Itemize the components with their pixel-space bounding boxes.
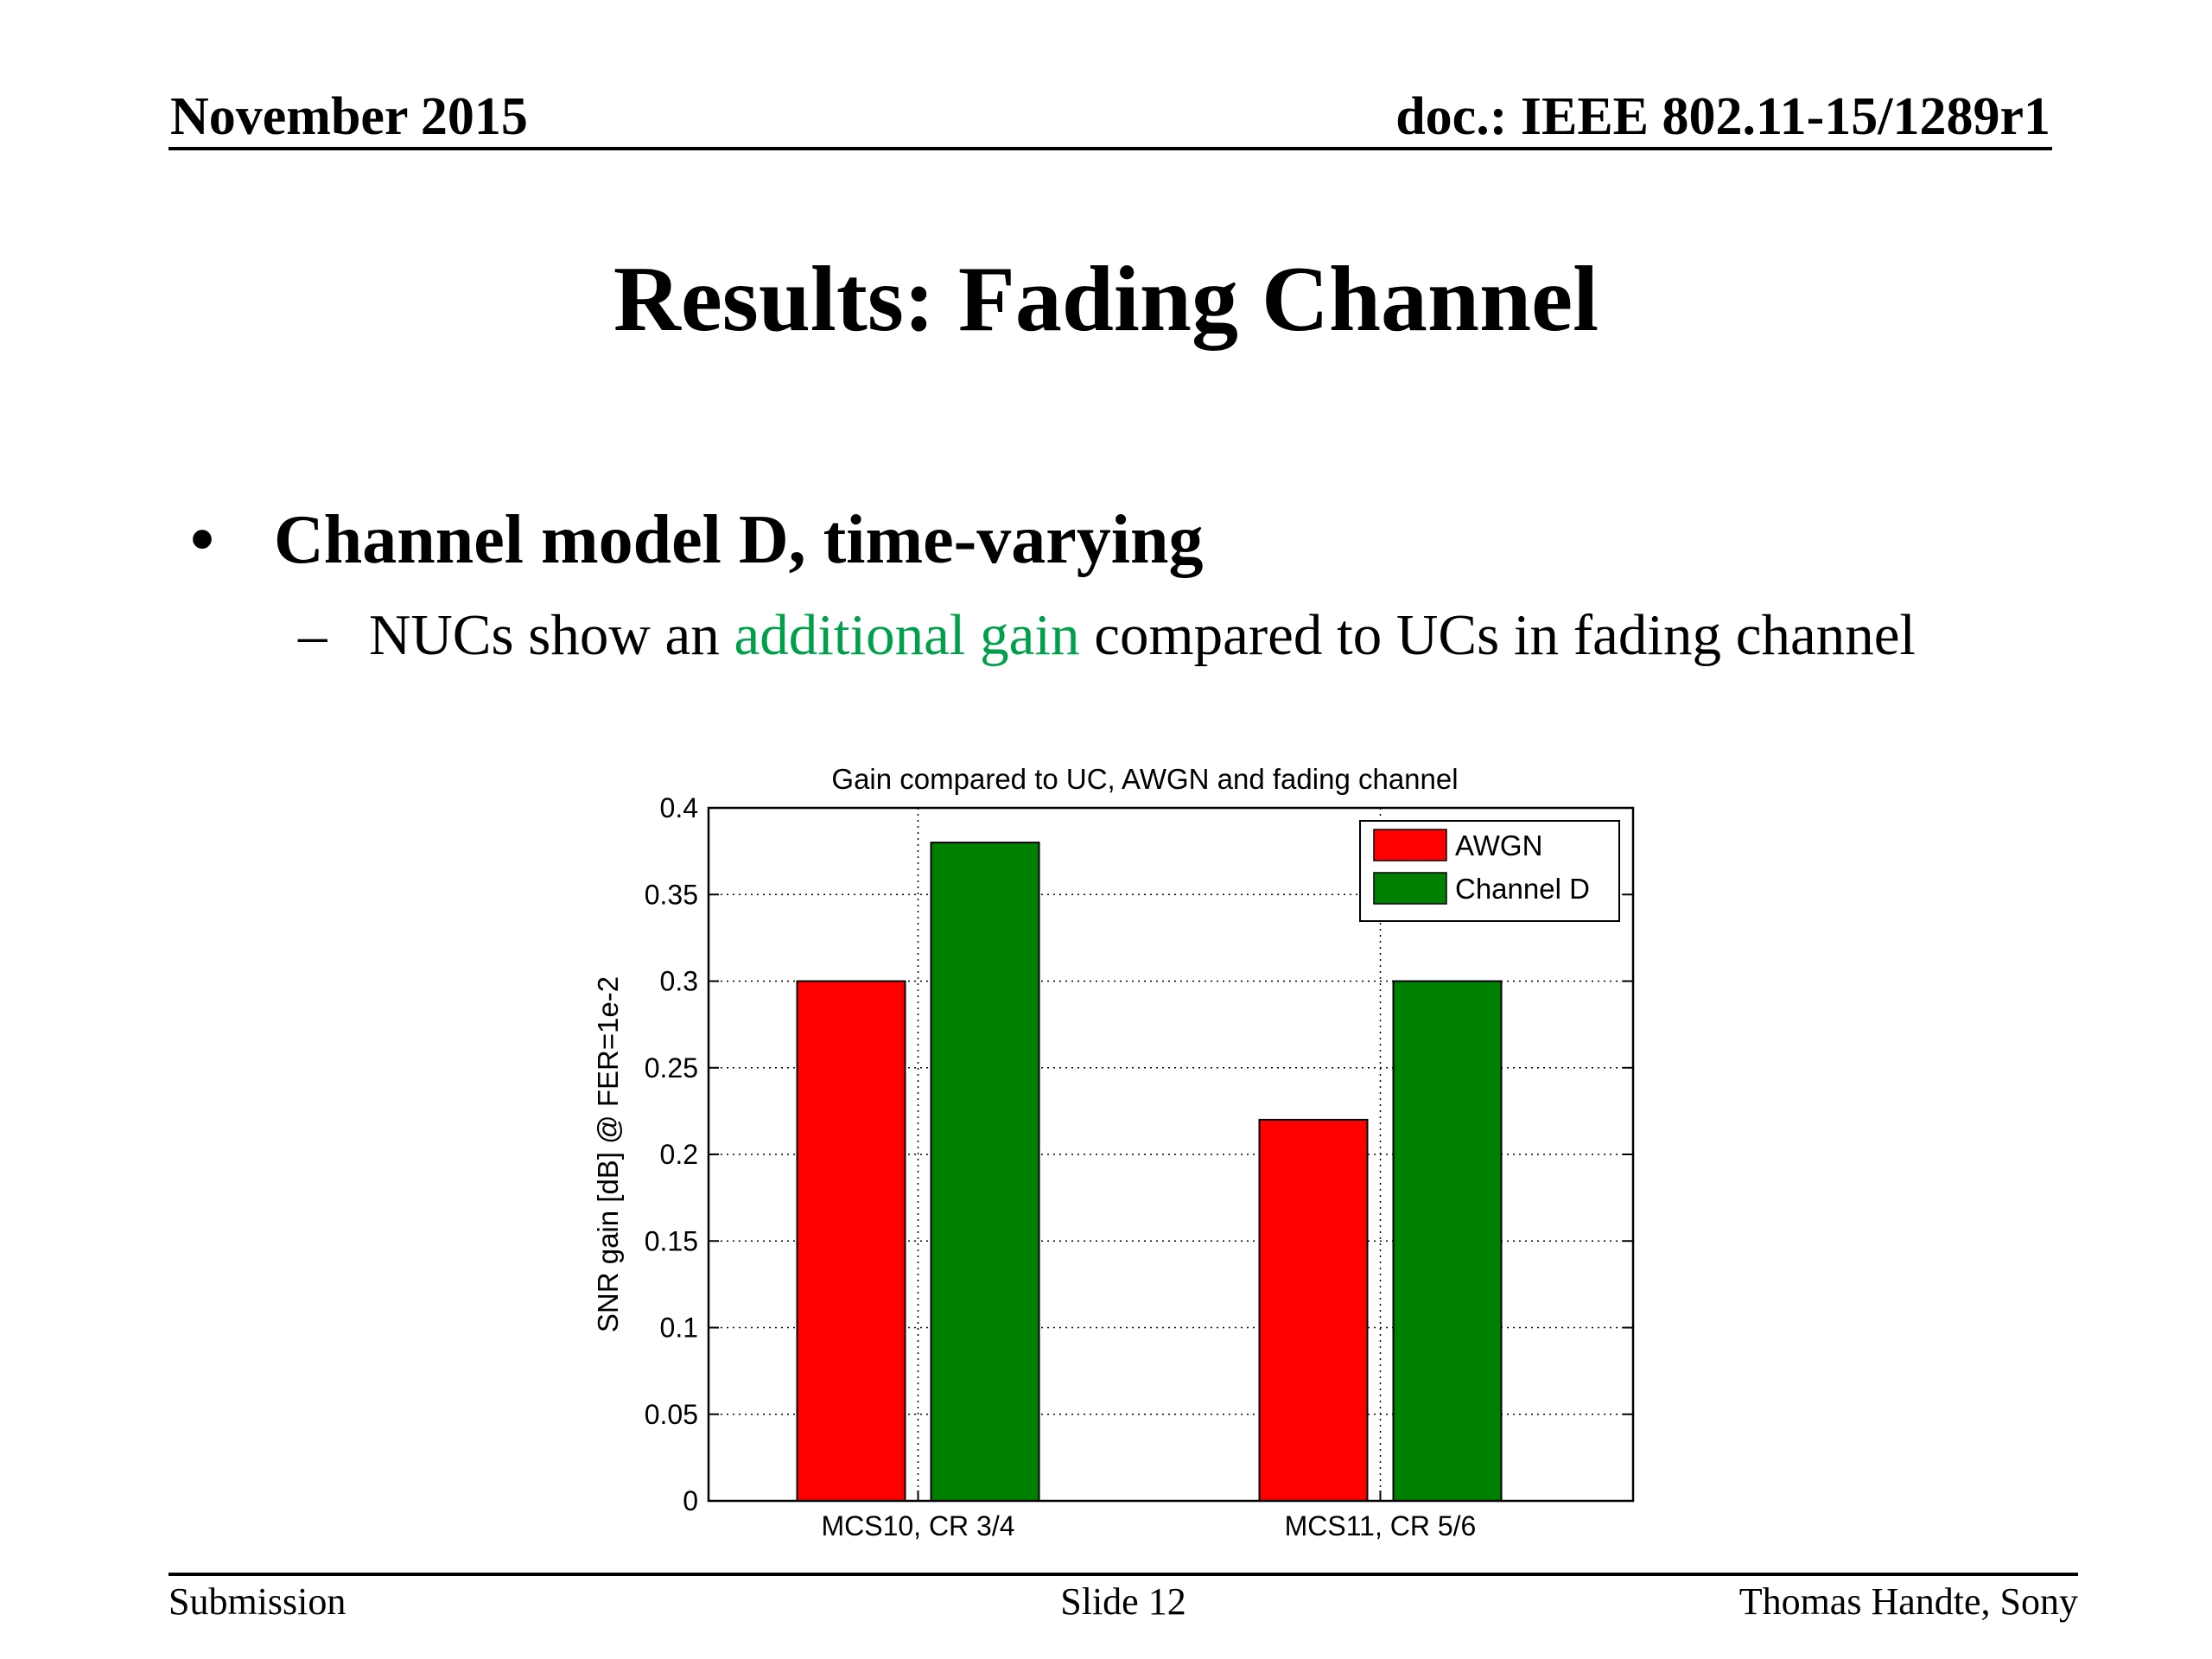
footer-submission: Submission (168, 1580, 346, 1623)
header-doc-id: doc.: IEEE 802.11-15/1289r1 (1395, 87, 2050, 146)
y-tick-label: 0.15 (645, 1225, 698, 1256)
y-tick-label: 0.05 (645, 1399, 698, 1430)
bar-awgn (1258, 1118, 1369, 1502)
bar-chart: 0 0.05 0.1 0.15 0.2 0.25 0.3 0.35 0.4 MCS10, CR 3… (592, 763, 1635, 1541)
y-tick-label: 0.25 (645, 1052, 698, 1084)
legend-label: Channel D (1455, 873, 1590, 905)
bullet-dot-icon: • (190, 502, 215, 578)
bar-channel-d (1392, 980, 1503, 1502)
y-tick-label: 0 (683, 1485, 698, 1516)
plot-border (707, 806, 1635, 1503)
sub-bullet-before: NUCs show an (369, 603, 734, 667)
footer-author: Thomas Handte, Sony (1738, 1580, 2078, 1623)
bullet-text: Channel model D, time-varying (274, 502, 1204, 578)
y-axis-label: SNR gain [dB] @ FER=1e-2 (592, 976, 624, 1332)
footer-slide-number: Slide 12 (1060, 1580, 1186, 1623)
slide-header: November 2015 doc.: IEEE 802.11-15/1289r… (168, 86, 2052, 150)
footer-divider (168, 1573, 2078, 1576)
y-tick-label: 0.4 (660, 792, 698, 823)
legend-label: AWGN (1455, 830, 1542, 861)
x-tick-label: MCS10, CR 3/4 (821, 1510, 1014, 1541)
y-tick-label: 0.35 (645, 879, 698, 910)
bar-channel-d (930, 842, 1040, 1503)
y-tick-label: 0.3 (660, 966, 698, 997)
sub-bullet-after: compared to UCs in fading channel (1079, 603, 1916, 667)
bar-awgn (796, 980, 906, 1502)
y-tick-label: 0.2 (660, 1139, 698, 1170)
legend-swatch (1373, 829, 1447, 861)
legend-swatch (1373, 872, 1447, 905)
x-tick-label: MCS11, CR 5/6 (1285, 1510, 1477, 1541)
chart-title: Gain compared to UC, AWGN and fading cha… (831, 763, 1458, 795)
dash-icon: – (298, 603, 327, 667)
y-tick-label: 0.1 (660, 1313, 698, 1344)
slide-title: Results: Fading Channel (613, 248, 1599, 351)
sub-bullet-highlight: additional gain (734, 603, 1080, 667)
header-date: November 2015 (170, 87, 528, 146)
sub-bullet-text: NUCs show an additional gain compared to… (369, 602, 1916, 669)
